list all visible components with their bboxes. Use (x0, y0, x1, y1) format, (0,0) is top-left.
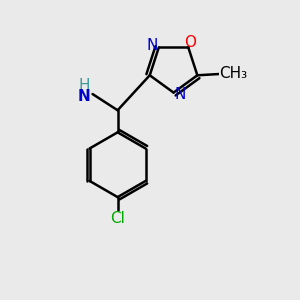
Text: N: N (147, 38, 158, 53)
Text: CH₃: CH₃ (220, 66, 248, 81)
Text: N: N (174, 87, 186, 102)
Text: N: N (78, 89, 91, 104)
Text: H: H (79, 78, 90, 93)
Text: O: O (184, 34, 196, 50)
Text: Cl: Cl (110, 211, 125, 226)
